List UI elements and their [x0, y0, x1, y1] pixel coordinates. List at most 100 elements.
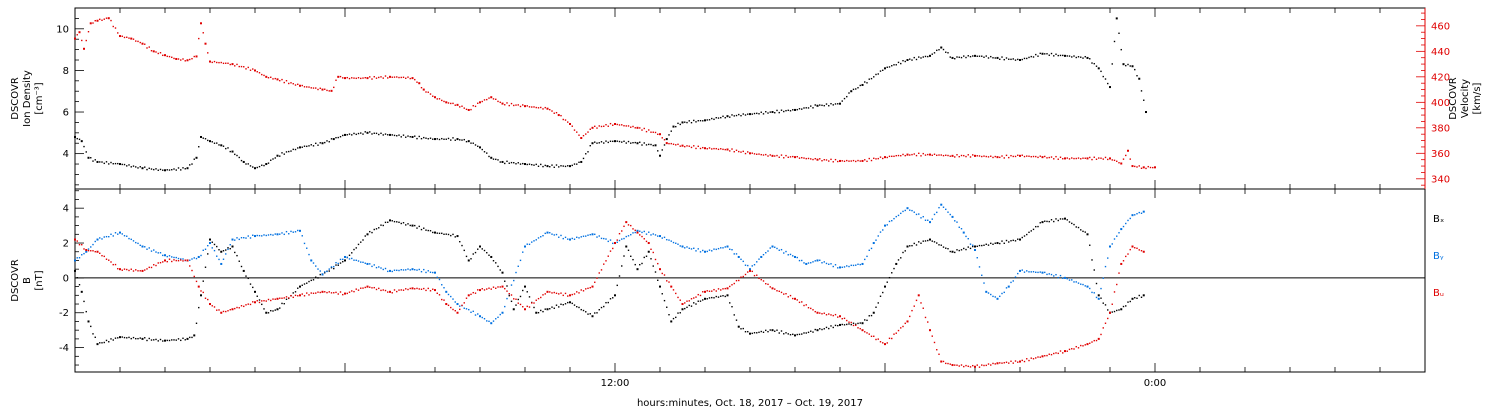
data-point-minor	[762, 113, 765, 115]
data-point-minor	[463, 307, 465, 309]
data-point-minor	[558, 306, 560, 308]
data-point-minor	[992, 156, 994, 159]
data-point	[672, 125, 675, 128]
data-point-minor	[931, 335, 933, 337]
data-point-minor	[1048, 54, 1050, 56]
data-point-minor	[1068, 279, 1071, 281]
data-point-minor	[1095, 65, 1098, 67]
data-point-minor	[297, 295, 299, 297]
data-point-minor	[875, 338, 877, 341]
data-point-minor	[616, 140, 618, 142]
data-point-minor	[506, 297, 508, 300]
data-point-minor	[155, 168, 157, 170]
data-point	[591, 233, 594, 236]
data-point-minor	[936, 211, 938, 214]
data-point-minor	[918, 152, 920, 155]
data-point-minor	[544, 293, 546, 295]
data-point-minor	[801, 108, 803, 110]
data-point-minor	[301, 84, 303, 87]
data-point-minor	[888, 155, 891, 158]
legend-label: Bᵤ	[1433, 288, 1444, 299]
data-point-minor	[1075, 56, 1077, 59]
data-point-minor	[848, 160, 850, 162]
data-point-minor	[882, 229, 884, 231]
data-point-minor	[1089, 156, 1091, 159]
data-point-minor	[987, 363, 990, 365]
data-point-minor	[353, 290, 355, 293]
data-point	[74, 269, 76, 272]
data-point-minor	[256, 300, 258, 302]
data-point-minor	[663, 299, 666, 302]
data-point-minor	[99, 18, 101, 21]
data-point-minor	[774, 330, 776, 332]
data-point-minor	[792, 155, 794, 158]
data-point-minor	[103, 18, 105, 20]
data-point-minor	[1149, 166, 1152, 169]
data-point	[366, 285, 369, 288]
data-point-minor	[785, 154, 787, 157]
data-point	[985, 290, 988, 293]
data-point-minor	[308, 145, 310, 147]
data-point-minor	[182, 167, 184, 169]
data-point-minor	[738, 150, 740, 153]
data-point-minor	[317, 291, 319, 293]
data-point-minor	[679, 145, 681, 147]
data-point-minor	[486, 288, 488, 290]
data-point-minor	[603, 237, 605, 240]
data-point-minor	[382, 268, 384, 271]
data-point-minor	[1030, 271, 1032, 273]
data-point-minor	[1046, 53, 1048, 55]
y-axis-label: [nT]	[34, 270, 45, 290]
data-point	[321, 273, 324, 276]
data-point-minor	[504, 162, 506, 165]
data-point-minor	[180, 258, 182, 260]
data-point	[195, 156, 198, 159]
data-point-minor	[990, 55, 992, 58]
data-point	[940, 360, 943, 363]
data-point	[434, 138, 436, 141]
data-point-minor	[621, 124, 623, 126]
data-point-minor	[879, 295, 882, 297]
data-point-minor	[837, 267, 839, 269]
data-point-minor	[285, 151, 288, 153]
data-point-minor	[112, 339, 114, 341]
data-point-minor	[123, 235, 126, 237]
data-point-minor	[92, 250, 94, 252]
data-point-minor	[420, 288, 423, 290]
data-point-minor	[938, 244, 940, 246]
data-point-minor	[159, 338, 162, 341]
data-point-minor	[1037, 55, 1039, 57]
data-point-minor	[180, 339, 182, 342]
data-point-minor	[132, 270, 135, 272]
data-point-minor	[756, 153, 758, 155]
data-point-minor	[850, 321, 852, 324]
data-point-minor	[911, 153, 913, 156]
data-point-minor	[729, 248, 731, 250]
data-point-minor	[234, 239, 236, 241]
data-point-minor	[407, 223, 409, 225]
data-point-minor	[945, 362, 947, 365]
data-point-minor	[850, 264, 852, 267]
data-point-minor	[150, 266, 153, 269]
data-point-minor	[348, 291, 351, 293]
data-point-minor	[978, 366, 981, 368]
data-point-minor	[830, 314, 832, 316]
data-point-minor	[735, 279, 738, 282]
data-point	[276, 308, 279, 311]
data-point	[524, 285, 526, 288]
data-point	[726, 148, 729, 151]
data-point-minor	[261, 164, 263, 166]
data-point-minor	[306, 247, 308, 249]
data-point-minor	[648, 231, 650, 233]
data-point-minor	[1104, 304, 1107, 306]
data-point-minor	[441, 298, 443, 301]
data-point-minor	[324, 88, 326, 90]
data-point	[681, 245, 684, 248]
data-point-minor	[596, 127, 598, 129]
data-point-minor	[123, 163, 126, 166]
data-point-minor	[945, 154, 947, 156]
data-point-minor	[103, 162, 105, 165]
data-point	[501, 102, 504, 105]
data-point-minor	[92, 333, 94, 335]
data-point-minor	[441, 99, 443, 102]
